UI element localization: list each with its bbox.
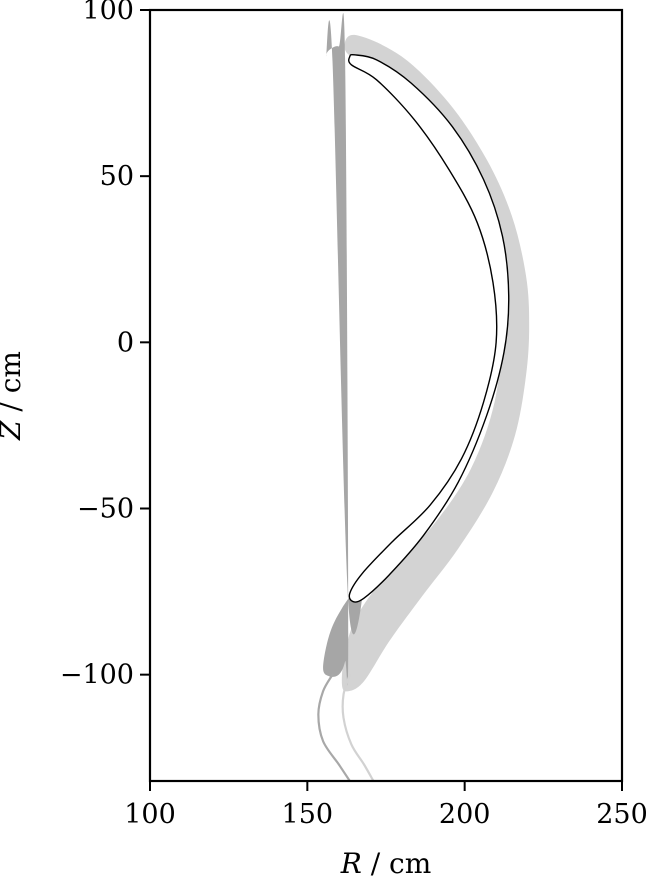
x-axis-label: R / cm — [340, 847, 432, 880]
axes-frame — [148, 8, 624, 783]
y-tick-label-100: 100 — [82, 0, 134, 26]
boundary-outline — [348, 53, 510, 603]
y-tick-label-0: 0 — [117, 327, 134, 358]
dark-divertor-leg — [317, 673, 351, 781]
light-divertor-leg — [341, 673, 375, 781]
y-tick-label--100: −100 — [60, 660, 134, 691]
x-tick-label-200: 200 — [439, 799, 491, 830]
y-axis-label: Z / cm — [0, 351, 27, 441]
x-tick-label-150: 150 — [282, 799, 334, 830]
y-tick-label-50: 50 — [100, 161, 134, 192]
x-tick-label-100: 100 — [124, 799, 176, 830]
x-tick-label-250: 250 — [596, 799, 647, 830]
y-tick-label--50: −50 — [77, 493, 134, 524]
plot-area — [317, 12, 530, 781]
dark-band-1 — [323, 12, 365, 686]
axis-ticks: 100 150 200 250 100 50 0 −50 −100 — [60, 0, 647, 830]
